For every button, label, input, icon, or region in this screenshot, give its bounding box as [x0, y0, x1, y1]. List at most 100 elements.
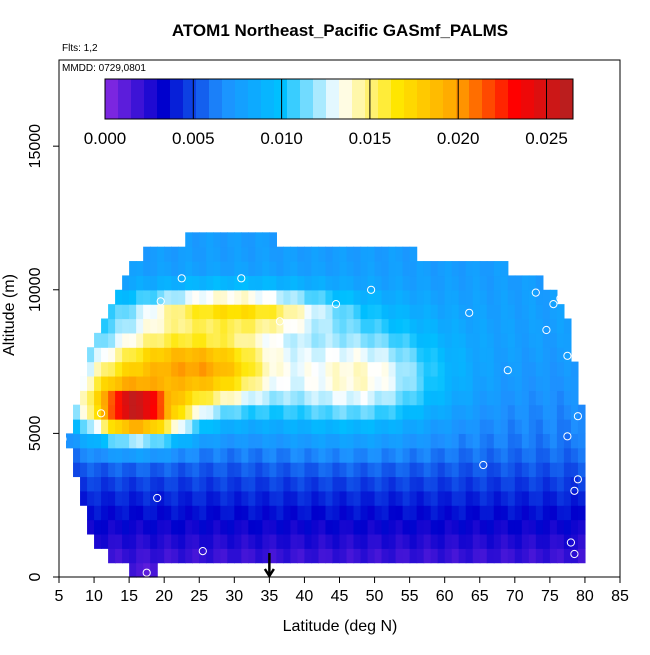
heat-cell — [297, 404, 306, 420]
heat-cell — [339, 246, 348, 262]
heat-cell — [374, 318, 383, 334]
heat-cell — [493, 548, 502, 564]
heat-cell — [297, 304, 306, 320]
heat-cell — [444, 390, 453, 406]
heat-cell — [556, 361, 565, 377]
heat-cell — [115, 533, 123, 549]
heat-cell — [164, 332, 172, 348]
heat-cell — [269, 533, 277, 549]
heat-cell — [549, 462, 558, 478]
heat-cell — [101, 476, 109, 492]
heat-cell — [199, 361, 207, 377]
heat-cell — [451, 289, 460, 305]
heat-cell — [563, 519, 572, 535]
heat-cell — [493, 476, 502, 492]
heat-cell — [185, 433, 193, 449]
heat-cell — [556, 390, 565, 406]
heat-cell — [486, 304, 495, 320]
heat-cell — [430, 375, 439, 391]
heat-cell — [220, 462, 228, 478]
heat-cell — [430, 304, 439, 320]
heat-cell — [311, 246, 320, 262]
heat-cell — [241, 289, 249, 305]
heat-cell — [353, 505, 362, 521]
heat-cell — [227, 361, 235, 377]
heat-cell — [360, 304, 369, 320]
heat-cell — [360, 332, 369, 348]
heat-cell — [493, 318, 502, 334]
heat-cell — [129, 390, 137, 406]
heat-cell — [150, 476, 158, 492]
heat-cell — [290, 261, 299, 277]
heat-cell — [353, 447, 362, 463]
heat-cell — [248, 533, 256, 549]
heat-cell — [542, 476, 551, 492]
heat-cell — [248, 289, 256, 305]
heat-cell — [556, 476, 565, 492]
heat-cell — [290, 476, 299, 492]
heat-cell — [87, 519, 95, 535]
heat-cell — [332, 447, 341, 463]
heat-cell — [178, 476, 186, 492]
heat-cell — [381, 433, 390, 449]
heat-cell — [437, 390, 446, 406]
heat-cell — [318, 318, 327, 334]
heat-cell — [346, 490, 355, 506]
heat-cell — [94, 375, 102, 391]
heat-cell — [199, 447, 207, 463]
heat-cell — [311, 304, 320, 320]
heat-cell — [423, 404, 432, 420]
heat-cell — [521, 519, 530, 535]
heat-cell — [416, 519, 425, 535]
heat-cell — [556, 447, 565, 463]
heat-cell — [465, 332, 474, 348]
sample-point — [570, 549, 579, 559]
heat-cell — [157, 533, 165, 549]
heat-cell — [346, 519, 355, 535]
heat-cell — [346, 347, 355, 363]
colorbar-segment — [144, 79, 158, 119]
heat-cell — [283, 246, 292, 262]
heat-cell — [262, 476, 270, 492]
heat-cell — [577, 476, 586, 492]
x-tick-label: 65 — [471, 588, 489, 605]
heat-cell — [500, 476, 509, 492]
heat-cell — [304, 361, 313, 377]
heat-cell — [514, 447, 523, 463]
heat-cell — [178, 548, 186, 564]
heat-cell — [472, 505, 481, 521]
heat-cell — [332, 519, 341, 535]
heat-cell — [493, 433, 502, 449]
heat-cell — [248, 462, 256, 478]
heat-cell — [395, 318, 404, 334]
heat-cell — [269, 433, 277, 449]
heat-cell — [185, 375, 193, 391]
heat-cell — [430, 261, 439, 277]
heat-cell — [311, 519, 320, 535]
colorbar-segment — [417, 79, 431, 119]
heat-cell — [255, 548, 263, 564]
heat-cell — [395, 476, 404, 492]
heat-cell — [353, 548, 362, 564]
heat-cell — [332, 548, 341, 564]
heat-cell — [262, 519, 270, 535]
heat-cell — [290, 419, 299, 434]
heat-cell — [360, 419, 369, 434]
heat-cell — [199, 533, 207, 549]
heat-cell — [367, 519, 376, 535]
heat-cell — [353, 375, 362, 391]
heat-cell — [325, 318, 334, 334]
heat-cell — [339, 548, 348, 564]
heat-cell — [465, 390, 474, 406]
heat-cell — [311, 261, 320, 277]
heat-cell — [297, 447, 306, 463]
heat-cell — [115, 390, 123, 406]
heat-cell — [73, 404, 81, 420]
heat-cell — [171, 490, 179, 506]
heat-cell — [360, 347, 369, 363]
heat-cell — [129, 347, 137, 363]
heat-cell — [325, 447, 334, 463]
heat-cell — [262, 419, 270, 434]
heat-cell — [241, 318, 249, 334]
heat-cell — [353, 533, 362, 549]
